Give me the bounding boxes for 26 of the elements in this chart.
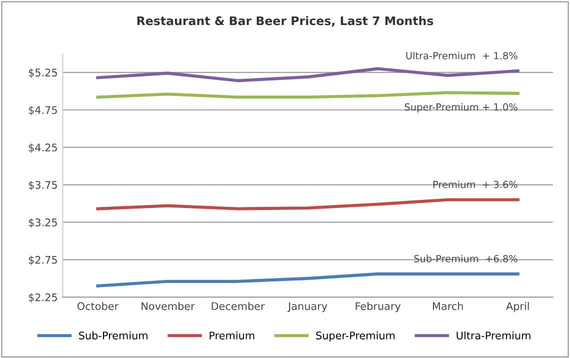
x-tick-label: February <box>356 302 401 312</box>
annotation: Premium + 3.6% <box>433 180 518 188</box>
annotation: Sub-Premium +6.8% <box>414 254 518 262</box>
y-tick-label: $2.75 <box>28 256 57 266</box>
y-tick-label: $4.25 <box>28 143 57 153</box>
x-tick-label: January <box>288 302 328 312</box>
y-tick-label: $5.25 <box>28 68 57 78</box>
chart-title: Restaurant & Bar Beer Prices, Last 7 Months <box>137 16 434 27</box>
x-tick-label: October <box>77 302 119 310</box>
line-series <box>96 272 520 288</box>
legend-label: Premium <box>210 331 254 340</box>
y-tick-label: $2.25 <box>28 293 57 303</box>
x-tick-label: March <box>433 302 463 310</box>
y-tick-label: $3.75 <box>28 180 57 190</box>
legend-label: Super-Premium <box>316 331 395 342</box>
x-tick-label: April <box>506 302 529 312</box>
x-tick-label: December <box>212 302 265 310</box>
y-tick-label: $3.25 <box>28 218 57 228</box>
annotation: Ultra-Premium + 1.8% <box>406 52 518 60</box>
x-tick-label: November <box>142 302 195 310</box>
line-series <box>96 67 520 82</box>
y-tick-label: $4.75 <box>28 106 57 116</box>
annotation: Super-Premium + 1.0% <box>404 103 518 113</box>
line-series <box>96 198 520 210</box>
legend-label: Sub-Premium <box>79 331 148 340</box>
legend-label: Ultra-Premium <box>456 331 530 340</box>
